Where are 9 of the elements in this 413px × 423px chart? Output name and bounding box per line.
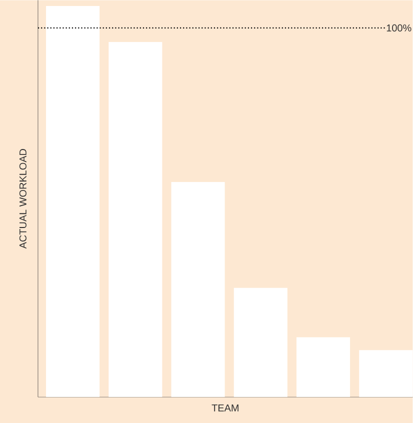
annotation: 100% <box>386 24 412 32</box>
y-axis-title: ACTUAL WORKLOAD <box>19 149 26 249</box>
bar <box>108 42 162 398</box>
bar <box>296 337 350 398</box>
bar <box>171 182 225 398</box>
x-axis-title: TEAM <box>212 404 238 412</box>
bar <box>359 350 413 398</box>
bar <box>46 6 100 398</box>
bar <box>234 288 288 398</box>
